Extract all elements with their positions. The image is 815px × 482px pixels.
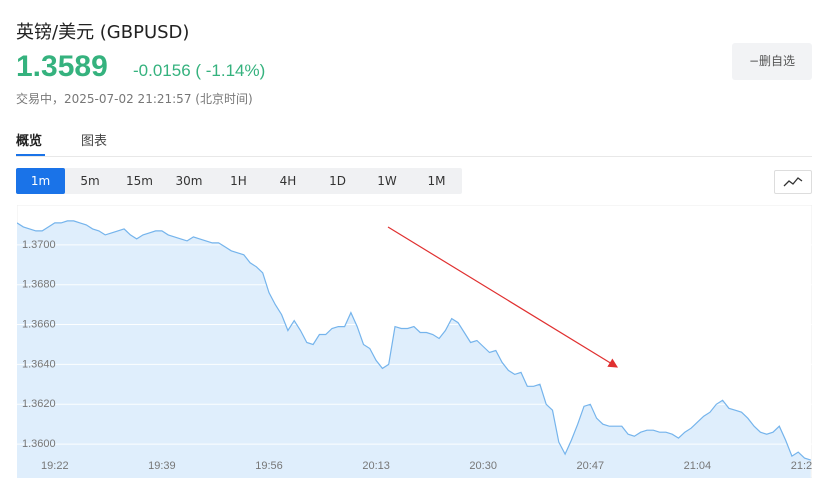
divider	[16, 156, 812, 157]
x-tick-label: 19:56	[255, 460, 283, 472]
x-tick-label: 19:22	[41, 460, 69, 472]
timeframe-option[interactable]: 1D	[329, 174, 346, 188]
timeframe-option[interactable]: 5m	[80, 174, 100, 188]
title: 英镑/美元 (GBPUSD)	[16, 22, 190, 43]
chart-type-button[interactable]	[774, 170, 812, 194]
timeframe-option[interactable]: 4H	[279, 174, 297, 188]
x-tick-label: 20:47	[577, 460, 605, 472]
timeframe-option[interactable]: 1H	[230, 174, 247, 188]
price-chart: 1.3600 1.3620 1.3640 1.3660 1.3680 1.3700 19:2…	[17, 205, 812, 478]
timeframe-option[interactable]: 30m	[175, 174, 203, 188]
tab[interactable]: 概览	[16, 134, 43, 149]
line-icon	[783, 177, 803, 187]
trade-status: 交易中，2025-07-02 21:21:57 (北京时间)	[16, 92, 253, 106]
y-tick-label: 1.3640	[22, 358, 56, 370]
tab[interactable]: 图表	[81, 134, 108, 149]
y-tick-label: 1.3680	[22, 279, 56, 291]
x-tick-label: 19:39	[148, 460, 176, 472]
x-tick-label: 21:21	[791, 460, 812, 472]
y-tick-label: 1.3600	[22, 438, 56, 450]
x-tick-label: 20:13	[362, 460, 390, 472]
timeframe-option[interactable]: 1M	[427, 174, 446, 188]
x-tick-label: 21:04	[684, 460, 712, 472]
price-change: -0.0156 ( -1.14%)	[133, 61, 266, 80]
timeframe-option[interactable]: 15m	[126, 174, 153, 188]
y-tick-label: 1.3660	[22, 318, 56, 330]
timeframe-option[interactable]: 1m	[16, 168, 65, 194]
x-tick-label: 20:30	[469, 460, 497, 472]
remove-watchlist-button[interactable]: −删自选	[732, 43, 812, 80]
y-tick-label: 1.3620	[22, 398, 56, 410]
timeframe-bar: 1m 5m 15m 30m 1H 4H 1D 1W 1M	[16, 168, 462, 194]
y-tick-label: 1.3700	[22, 239, 56, 251]
tab-underline	[16, 154, 45, 156]
timeframe-option[interactable]: 1W	[377, 174, 397, 188]
price: 1.3589	[16, 50, 108, 83]
